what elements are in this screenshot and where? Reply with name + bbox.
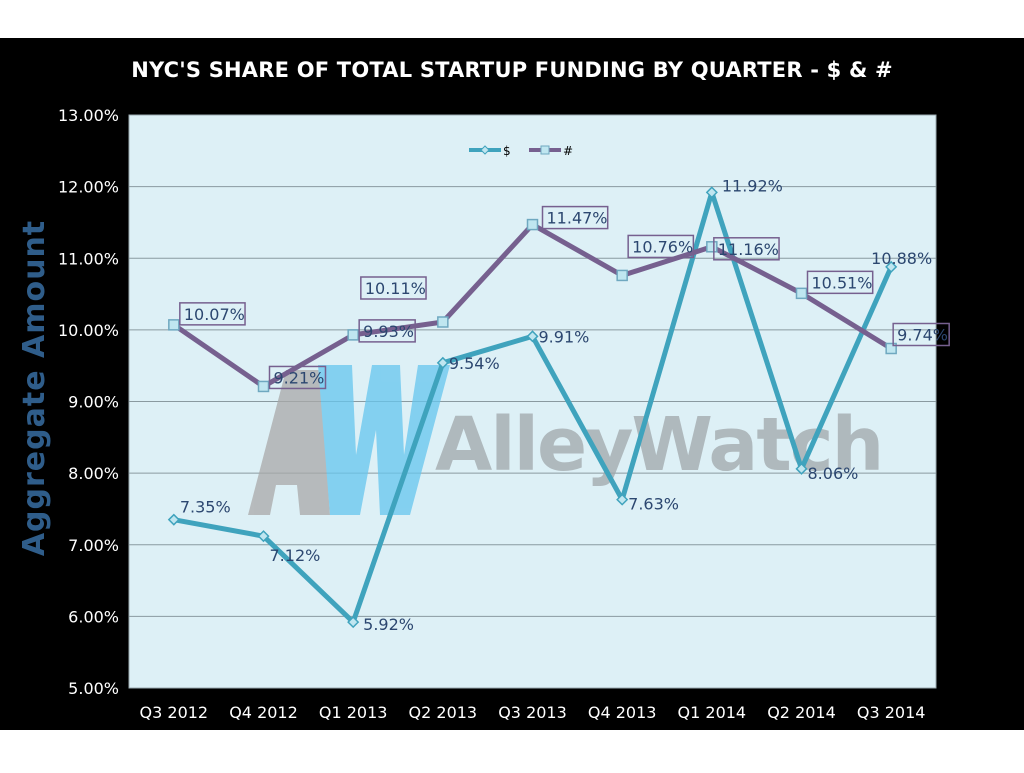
legend-label: # [563,144,573,158]
x-tick-label: Q4 2013 [588,703,657,722]
data-label: 9.21% [274,368,325,387]
data-point-marker [795,462,808,475]
data-label: 7.12% [270,546,321,565]
data-point-marker [885,342,897,355]
data-point-marker [526,330,539,343]
watermark-logo-w-shape [318,365,450,515]
y-tick-label: 13.00% [58,106,119,125]
legend-marker [480,145,490,155]
series-dollar: 7.35% 7.12% 5.92% 9.54% 9.91% 7.63% 11.92% 8.06… [167,176,932,634]
data-label-box [358,319,416,343]
data-label: 10.88% [871,249,932,268]
y-tick-label: 8.00% [68,464,119,483]
data-point-marker [347,616,360,629]
data-label-box [268,365,327,390]
data-point-marker [705,186,718,199]
legend-label: $ [503,144,511,158]
data-point-marker [167,513,180,526]
data-label-box [179,302,246,326]
y-tick-label: 12.00% [58,178,119,197]
data-label: 5.92% [363,615,414,634]
x-tick-label: Q2 2014 [767,703,836,722]
data-label: 9.74% [897,325,948,344]
data-label: 8.06% [808,464,859,483]
x-tick-label: Q3 2013 [498,703,567,722]
data-label: 11.47% [547,209,608,228]
x-tick-label: Q4 2012 [229,703,298,722]
data-point-marker [706,241,718,253]
y-tick-label: 11.00% [58,249,119,268]
data-label: 9.91% [539,327,590,346]
data-point-marker [616,493,629,506]
data-point-marker [437,316,449,328]
x-tick-label: Q3 2014 [857,703,926,722]
data-label-box [627,234,695,259]
data-point-marker [616,269,628,282]
data-label: 10.76% [632,237,693,256]
data-label-box [806,270,874,295]
y-tick-label: 6.00% [68,607,119,626]
y-tick-label: 7.00% [68,536,119,555]
x-tick-label: Q1 2013 [319,703,388,722]
watermark-logo-a-shape [248,370,330,515]
watermark: AW AlleyWatch [0,0,884,515]
data-point-marker [795,287,808,300]
data-label-box [360,276,427,300]
data-label: 11.16% [718,240,779,259]
data-label: 11.92% [722,176,783,195]
data-label: 9.93% [363,322,414,341]
data-label-box [713,237,780,261]
watermark-logo-text: AW [0,0,2,1]
data-point-marker [168,319,180,331]
legend-marker [540,145,550,155]
y-tick-label: 5.00% [68,679,119,698]
x-tick-label: Q2 2013 [409,703,478,722]
data-point-marker [436,356,449,369]
data-label: 7.35% [180,498,231,517]
data-point-marker [347,329,359,341]
data-label: 10.11% [365,279,426,298]
data-point-marker [526,218,539,231]
data-label: 10.51% [812,273,873,292]
data-label-box [892,322,950,347]
legend: $ # [469,144,573,158]
y-axis-label: Aggregate Amount [17,220,52,556]
data-label: 9.54% [449,354,500,373]
x-axis-tick-labels: Q3 2012 Q4 2012 Q1 2013 Q2 2013 Q3 2013 Q4 20… [140,703,926,722]
data-point-marker [885,260,898,273]
y-axis-tick-labels: 5.00% 6.00% 7.00% 8.00% 9.00% 10.00% 11.00% 12.… [58,106,119,698]
chart-title: NYC'S SHARE OF TOTAL STARTUP FUNDING BY … [131,58,893,82]
y-tick-label: 10.00% [58,321,119,340]
data-label-box [541,205,609,230]
x-tick-label: Q3 2012 [140,703,209,722]
series-layer: 7.35% 7.12% 5.92% 9.54% 9.91% 7.63% 11.92% 8.06… [167,176,950,634]
data-label: 7.63% [628,495,679,514]
y-tick-label: 9.00% [68,393,119,412]
data-point-marker [257,380,270,393]
data-point-marker [257,530,270,543]
data-label: 10.07% [184,305,245,324]
series-count: 10.07% 9.21% 9.93% 10.11% 11.47% 10.76% 11.16%… [168,205,950,393]
x-tick-label: Q1 2014 [678,703,747,722]
